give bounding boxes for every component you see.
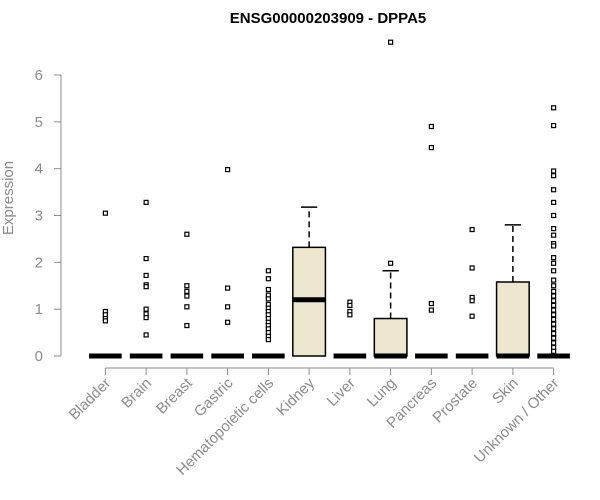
box-group xyxy=(170,231,204,359)
outlier-point xyxy=(428,300,434,307)
outlier-point xyxy=(428,307,434,313)
outlier-point xyxy=(102,210,108,216)
outlier-point xyxy=(184,322,190,329)
outlier-point xyxy=(551,288,557,294)
outlier-point xyxy=(143,284,149,290)
outlier-point xyxy=(184,293,190,299)
box xyxy=(495,281,530,357)
box-group xyxy=(455,226,489,359)
outlier-point xyxy=(551,348,557,354)
box-group xyxy=(415,123,448,359)
outlier-point xyxy=(469,226,475,233)
outlier-point xyxy=(551,340,557,346)
outlier-point xyxy=(551,321,557,327)
outlier-point xyxy=(347,302,353,309)
outlier-point xyxy=(265,296,271,302)
outlier-point xyxy=(184,304,190,310)
y-tick-label: 3 xyxy=(35,208,43,225)
box-group xyxy=(333,299,367,359)
x-tick-label: Prostate xyxy=(429,375,481,427)
x-tick-label: Kidney xyxy=(273,374,318,419)
outlier-point xyxy=(347,312,353,318)
box-group xyxy=(252,268,285,359)
outlier-point xyxy=(184,231,190,237)
plot-area xyxy=(89,39,570,359)
y-tick-label: 2 xyxy=(35,254,43,271)
x-tick-label: Bladder xyxy=(66,375,115,424)
outlier-point xyxy=(551,199,557,205)
outlier-point xyxy=(551,277,557,283)
y-axis-label: Expression xyxy=(0,161,17,235)
outlier-point xyxy=(469,265,475,271)
outlier-point xyxy=(428,144,434,151)
outlier-point xyxy=(551,187,557,193)
outlier-point xyxy=(143,332,149,338)
outlier-point xyxy=(551,326,557,332)
outlier-point xyxy=(143,199,149,205)
x-tick-label: Lung xyxy=(364,375,400,411)
y-tick-label: 1 xyxy=(35,301,43,318)
chart-title: ENSG00000203909 - DPPA5 xyxy=(230,10,427,27)
outlier-point xyxy=(388,260,394,266)
outlier-point xyxy=(265,268,271,274)
box-group xyxy=(89,210,122,359)
outlier-point xyxy=(225,167,231,173)
outlier-point xyxy=(551,105,557,111)
y-tick-label: 6 xyxy=(35,67,43,84)
y-tick-label: 5 xyxy=(35,114,43,131)
outlier-point xyxy=(551,226,557,232)
outlier-point xyxy=(143,272,149,279)
outlier-point xyxy=(551,293,557,299)
outlier-point xyxy=(184,283,190,289)
outlier-point xyxy=(184,288,190,294)
outlier-point xyxy=(265,337,271,343)
outlier-point xyxy=(551,298,557,304)
box-group xyxy=(495,224,530,359)
box-group xyxy=(537,105,570,359)
outlier-point xyxy=(551,173,557,179)
outlier-point xyxy=(428,123,434,130)
outlier-point xyxy=(551,212,557,219)
outlier-point xyxy=(551,168,557,174)
x-tick-label: Skin xyxy=(489,375,522,408)
outlier-point xyxy=(388,39,394,45)
outlier-point xyxy=(143,314,149,321)
outlier-point xyxy=(102,318,108,324)
x-tick-label: Liver xyxy=(324,375,359,410)
outlier-point xyxy=(225,285,231,291)
outlier-point xyxy=(551,312,557,318)
outlier-point xyxy=(265,276,271,282)
y-tick-label: 4 xyxy=(35,161,43,178)
outlier-point xyxy=(225,304,231,310)
outlier-point xyxy=(551,302,557,309)
outlier-point xyxy=(551,243,557,249)
box-group xyxy=(373,39,408,359)
box-group xyxy=(129,199,163,359)
outlier-point xyxy=(469,298,475,304)
outlier-point xyxy=(551,122,557,129)
box-group xyxy=(292,206,327,357)
box-group xyxy=(211,167,244,359)
x-tick-label: Breast xyxy=(153,374,196,417)
outlier-point xyxy=(143,255,149,262)
outlier-point xyxy=(551,283,557,289)
outlier-point xyxy=(551,335,557,341)
outlier-point xyxy=(469,313,475,319)
outlier-point xyxy=(265,286,271,293)
outlier-point xyxy=(225,319,231,325)
y-tick-label: 0 xyxy=(35,348,43,365)
outlier-point xyxy=(551,260,557,266)
y-axis: 0 1 2 3 4 5 6 xyxy=(35,67,62,365)
outlier-point xyxy=(143,306,149,312)
outlier-point xyxy=(551,307,557,313)
outlier-point xyxy=(551,232,557,238)
outlier-point xyxy=(551,330,557,337)
outlier-point xyxy=(551,255,557,261)
box xyxy=(373,317,408,357)
outlier-point xyxy=(551,316,557,323)
x-tick-label: Brain xyxy=(118,375,155,412)
outlier-point xyxy=(551,268,557,274)
